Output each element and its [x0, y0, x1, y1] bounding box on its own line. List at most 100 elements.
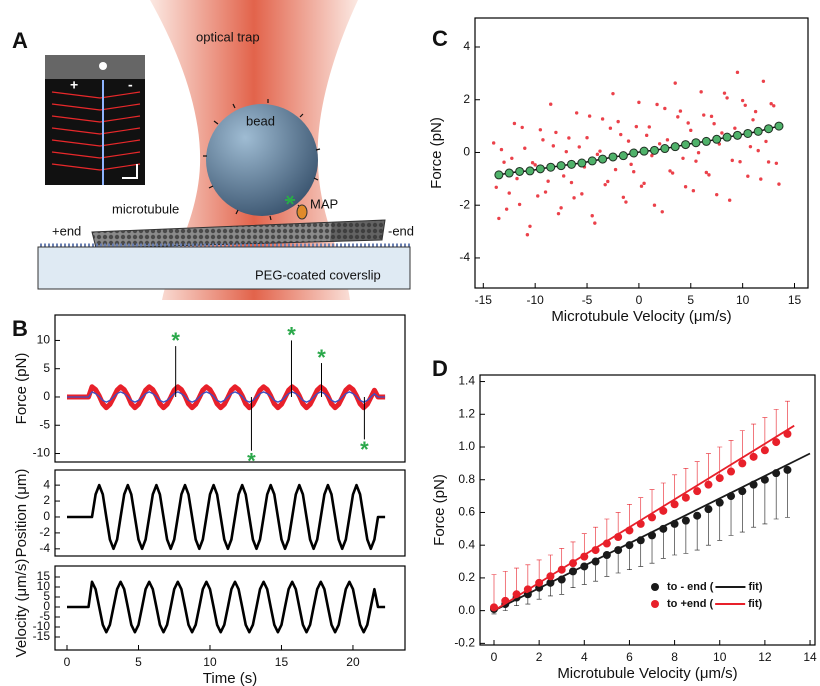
error-bar: [683, 520, 689, 554]
x-tick-label: -5: [582, 293, 593, 307]
point: [564, 149, 568, 154]
y-tick-label: 0.4: [458, 537, 475, 551]
y-tick-label: 0: [43, 509, 50, 523]
y-tick-label: 0: [43, 599, 50, 613]
x-tick-label: 15: [275, 655, 289, 669]
error-bar: [660, 528, 666, 559]
point: [712, 122, 716, 126]
point: [580, 192, 584, 196]
point: [587, 156, 597, 166]
point: [650, 153, 654, 158]
microtubule: [91, 219, 386, 249]
point: [660, 210, 664, 214]
point: [743, 128, 753, 138]
point: [647, 125, 651, 129]
point: [668, 169, 672, 173]
plot-frame: [54, 565, 406, 651]
point: [556, 211, 561, 216]
event-marker: *: [360, 437, 369, 462]
x-tick-label: 2: [536, 650, 543, 664]
point: [701, 136, 711, 146]
point: [727, 198, 732, 202]
y-tick-label: 15: [37, 569, 51, 583]
point: [587, 114, 592, 118]
point: [707, 173, 711, 177]
x-tick-label: 20: [346, 655, 360, 669]
event-marker: *: [317, 345, 326, 370]
error-bar: [502, 571, 508, 601]
point: [676, 115, 680, 119]
x-tick-label: 5: [135, 655, 142, 669]
point: [743, 103, 747, 107]
point: [536, 194, 540, 198]
y-tick-label: 1.4: [458, 374, 475, 388]
y-tick-label: 0.6: [458, 505, 475, 519]
point: [634, 124, 639, 129]
point: [738, 160, 742, 164]
point: [567, 136, 571, 140]
point: [749, 452, 758, 461]
point: [769, 101, 773, 106]
point: [515, 166, 525, 176]
point: [611, 91, 615, 96]
point: [681, 156, 685, 160]
error-bar: [514, 567, 520, 595]
point: [693, 511, 702, 520]
point: [649, 145, 659, 155]
point: [644, 133, 649, 138]
y-tick-label: 4: [463, 39, 470, 53]
point: [593, 221, 597, 225]
point: [632, 170, 636, 174]
legend-label: fit): [748, 598, 762, 610]
point: [554, 130, 558, 135]
panel-label: B: [12, 316, 28, 341]
plot-frame: [474, 17, 809, 289]
panel-label: C: [432, 26, 448, 51]
point: [774, 121, 784, 131]
point: [517, 202, 522, 207]
point: [683, 185, 688, 189]
point: [507, 191, 511, 195]
point: [748, 144, 753, 149]
point: [504, 207, 509, 211]
event-marker: *: [247, 449, 256, 474]
legend-label: to - end (: [667, 581, 714, 593]
scale-bar: [122, 164, 138, 179]
y-tick-label: -10: [33, 619, 51, 633]
point: [704, 505, 713, 514]
error-bar: [626, 545, 632, 571]
coverslip-label: PEG-coated coverslip: [255, 267, 381, 282]
point: [616, 119, 620, 124]
line: [67, 384, 386, 411]
point: [670, 142, 680, 152]
error-bar: [717, 446, 723, 479]
point: [730, 158, 734, 163]
line: [493, 424, 795, 612]
point: [681, 140, 691, 150]
x-tick-label: 0: [636, 293, 643, 307]
y-axis-label: Force (pN): [431, 474, 448, 546]
legend-label: to +end (: [667, 598, 713, 610]
point: [696, 151, 701, 155]
x-tick-label: 0: [491, 650, 498, 664]
point: [756, 148, 760, 153]
y-tick-label: -4: [39, 541, 50, 555]
y-tick-label: 0: [43, 389, 50, 403]
point: [499, 147, 504, 152]
point: [491, 141, 496, 145]
point: [549, 102, 553, 106]
point: [577, 145, 581, 149]
point: [619, 132, 623, 137]
point: [595, 152, 600, 157]
x-tick-label: 5: [687, 293, 694, 307]
y-tick-label: -5: [39, 609, 50, 623]
point: [772, 438, 781, 447]
error-bar: [525, 564, 531, 590]
x-tick-label: 10: [203, 655, 217, 669]
point: [764, 124, 774, 134]
error-bar: [638, 540, 644, 567]
x-tick-label: -15: [475, 293, 493, 307]
x-tick-label: 12: [758, 650, 772, 664]
error-bar: [728, 440, 734, 472]
point: [693, 487, 702, 496]
